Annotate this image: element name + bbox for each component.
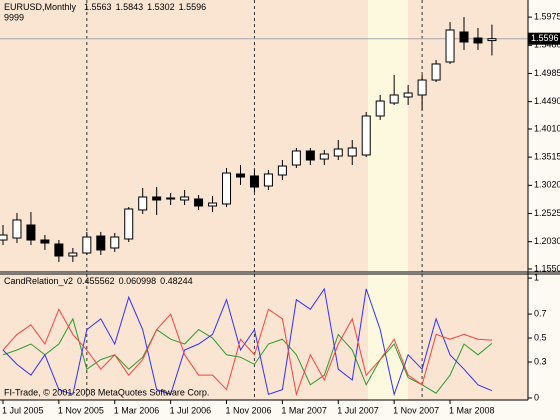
y-tick-label: 1.3515	[534, 152, 560, 162]
indicator-line	[2, 317, 493, 394]
indicator-title: CandRelation_v2	[4, 276, 73, 286]
y-tick-label: 1.5975	[534, 12, 560, 22]
y-tick-label: 1.2030	[534, 236, 560, 246]
current-price-label: 1.5596	[531, 33, 559, 43]
candle-body	[138, 196, 148, 211]
current-price-box	[528, 32, 560, 45]
chart-title: EURUSD,Monthly	[4, 2, 77, 12]
x-tick-label: 1 Mar 2006	[114, 405, 160, 415]
highlight-band	[368, 0, 408, 272]
high-value: 1.5843	[116, 2, 144, 12]
indicator-header: CandRelation_v2 0.455562 0.060998 0.48244	[4, 276, 193, 286]
candle-body	[263, 173, 273, 187]
candle-body	[235, 173, 245, 178]
candle-body	[0, 234, 8, 241]
candle-body	[40, 239, 50, 244]
candle-body	[277, 165, 287, 176]
open-value: 1.5563	[84, 2, 112, 12]
candle-body	[361, 115, 371, 156]
x-tick-label: 1 Mar 2007	[281, 405, 327, 415]
x-tick-label: 1 Jul 2006	[170, 405, 212, 415]
candle-body	[431, 63, 441, 81]
indicator-value: 0.48244	[160, 276, 193, 286]
candle-body	[319, 153, 329, 160]
candle-body	[222, 172, 232, 205]
highlight-band	[368, 274, 408, 400]
candle-body	[82, 236, 92, 254]
separators	[0, 0, 528, 400]
y-tick-label: 1	[534, 272, 539, 282]
candle-body	[96, 235, 106, 251]
candle-body	[389, 94, 399, 104]
candle-body	[26, 224, 36, 241]
marks	[0, 17, 497, 397]
copyright: FI-Trade, © 2001-2008 MetaQuotes Softwar…	[4, 387, 209, 397]
candle-body	[166, 197, 176, 200]
indicator-line	[2, 287, 493, 397]
candle-body	[473, 37, 483, 44]
x-tick-label: 1 Nov 2005	[58, 405, 104, 415]
x-tick-label: 1 Mar 2008	[449, 405, 495, 415]
y-tick-label: 1.4490	[534, 96, 560, 106]
indicator-value: 0.060998	[119, 276, 157, 286]
candle-body	[12, 219, 22, 239]
candle-body	[375, 100, 385, 117]
price-pane	[0, 0, 528, 272]
x-tick-label: 1 Jul 2007	[337, 405, 379, 415]
close-value: 1.5596	[179, 2, 207, 12]
candle-body	[194, 198, 204, 207]
candle-body	[347, 147, 357, 157]
candle-body	[487, 38, 497, 42]
y-tick-label: 1.1550	[534, 263, 560, 273]
candle-body	[124, 208, 134, 240]
y-tick-label: 0.3	[534, 356, 547, 366]
x-tick-label: 1 Nov 2007	[393, 405, 439, 415]
candle-body	[417, 79, 427, 96]
indicator-value: 0.455562	[77, 276, 115, 286]
x-tick-label: 1 Nov 2006	[226, 405, 272, 415]
chart-subtitle: 9999	[4, 12, 24, 22]
y-tick-label: 0.5	[534, 332, 547, 342]
candle-body	[68, 252, 78, 257]
candle-body	[110, 236, 120, 249]
candle-body	[445, 29, 455, 63]
y-tick-label: 1.2525	[534, 208, 560, 218]
chart-header: EURUSD,Monthly 1.5563 1.5843 1.5302 1.5596	[4, 2, 206, 12]
candle-body	[403, 92, 413, 98]
candle-body	[152, 196, 162, 201]
y-tick-label: 1.4985	[534, 68, 560, 78]
candle-body	[305, 150, 315, 161]
y-tick-label: 1.4010	[534, 123, 560, 133]
y-tick-label: 1.3020	[534, 180, 560, 190]
candle-body	[249, 175, 259, 188]
y-tick-label: 0.7	[534, 308, 547, 318]
indicator-line	[2, 308, 492, 397]
candle-body	[180, 196, 190, 201]
x-tick-label: 1 Jul 2005	[2, 405, 44, 415]
indicator-pane	[0, 274, 528, 400]
candle-body	[208, 202, 218, 207]
low-value: 1.5302	[147, 2, 175, 12]
candle-body	[291, 150, 301, 166]
candle-body	[459, 31, 469, 43]
y-tick-label: 0	[534, 392, 539, 402]
candle-body	[333, 148, 343, 157]
candle-body	[54, 243, 64, 257]
